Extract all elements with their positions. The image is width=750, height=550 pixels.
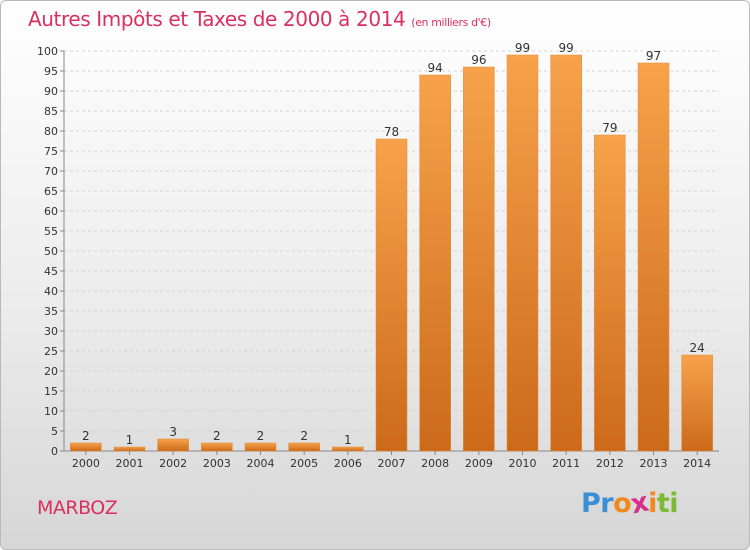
x-tick-label: 2006 [334, 457, 362, 470]
logo-letter: i [648, 488, 657, 519]
data-label: 78 [384, 125, 399, 139]
bar [157, 438, 189, 452]
bar [637, 62, 670, 452]
data-label: 79 [602, 121, 617, 135]
logo-letter: r [600, 488, 614, 519]
y-tick-label: 35 [44, 305, 58, 318]
commune-name: MARBOZ [37, 497, 118, 519]
chart-title: Autres Impôts et Taxes de 2000 à 2014 (en… [28, 7, 491, 31]
bar [70, 442, 102, 452]
logo-letter: i [669, 488, 679, 519]
bar [419, 74, 451, 452]
x-tick-label: 2013 [640, 457, 668, 470]
x-tick-label: 2001 [116, 457, 144, 470]
x-tick-label: 2005 [290, 457, 318, 470]
data-label: 3 [169, 425, 177, 439]
data-label: 24 [690, 341, 705, 355]
bar [113, 446, 146, 452]
bar [244, 442, 277, 452]
y-tick-label: 25 [44, 345, 58, 358]
x-tick-label: 2003 [203, 457, 231, 470]
y-tick-label: 50 [44, 245, 58, 258]
x-tick-label: 2010 [509, 457, 537, 470]
bar [506, 54, 539, 452]
y-tick-label: 20 [44, 365, 58, 378]
data-label: 99 [559, 41, 574, 55]
chart-title-text: Autres Impôts et Taxes de 2000 à 2014 [28, 7, 406, 31]
y-tick-label: 95 [44, 65, 58, 78]
x-tick-label: 2012 [596, 457, 624, 470]
data-label: 97 [646, 49, 661, 63]
data-label: 96 [471, 53, 486, 67]
y-tick-label: 90 [44, 85, 58, 98]
y-tick-label: 65 [44, 185, 58, 198]
bar [375, 138, 408, 452]
x-tick-label: 2014 [683, 457, 711, 470]
bar [332, 446, 364, 452]
y-tick-label: 10 [44, 405, 58, 418]
data-label: 2 [213, 429, 221, 443]
y-tick-label: 60 [44, 205, 58, 218]
y-tick-label: 5 [51, 425, 58, 438]
x-tick-label: 2004 [247, 457, 275, 470]
y-tick-label: 40 [44, 285, 58, 298]
bar [594, 134, 626, 452]
data-label: 1 [344, 433, 352, 447]
y-tick-label: 70 [44, 165, 58, 178]
data-label: 2 [82, 429, 90, 443]
x-tick-label: 2011 [552, 457, 580, 470]
logo-letter: P [581, 488, 601, 519]
y-tick-label: 15 [44, 385, 58, 398]
y-tick-label: 100 [37, 45, 58, 58]
logo-letter: o [613, 488, 632, 519]
bar [201, 442, 233, 452]
bar [550, 54, 582, 452]
proxiti-logo: Proxiti [581, 487, 679, 521]
y-tick-label: 55 [44, 225, 58, 238]
x-tick-label: 2008 [421, 457, 449, 470]
x-tick-label: 2000 [72, 457, 100, 470]
y-tick-label: 80 [44, 125, 58, 138]
chart-subtitle: (en milliers d'€) [411, 16, 491, 29]
y-tick-label: 45 [44, 265, 58, 278]
y-tick-label: 0 [51, 445, 58, 458]
data-label: 94 [428, 61, 443, 75]
logo-letter: t [656, 488, 670, 519]
bar [463, 66, 495, 452]
y-tick-label: 30 [44, 325, 58, 338]
data-label: 1 [126, 433, 134, 447]
y-tick-label: 75 [44, 145, 58, 158]
data-label: 2 [300, 429, 308, 443]
bar [288, 442, 320, 452]
x-tick-label: 2009 [465, 457, 493, 470]
data-label: 99 [515, 41, 530, 55]
bar [681, 354, 713, 452]
y-tick-label: 85 [44, 105, 58, 118]
x-tick-label: 2007 [378, 457, 406, 470]
data-label: 2 [257, 429, 265, 443]
x-tick-label: 2002 [159, 457, 187, 470]
